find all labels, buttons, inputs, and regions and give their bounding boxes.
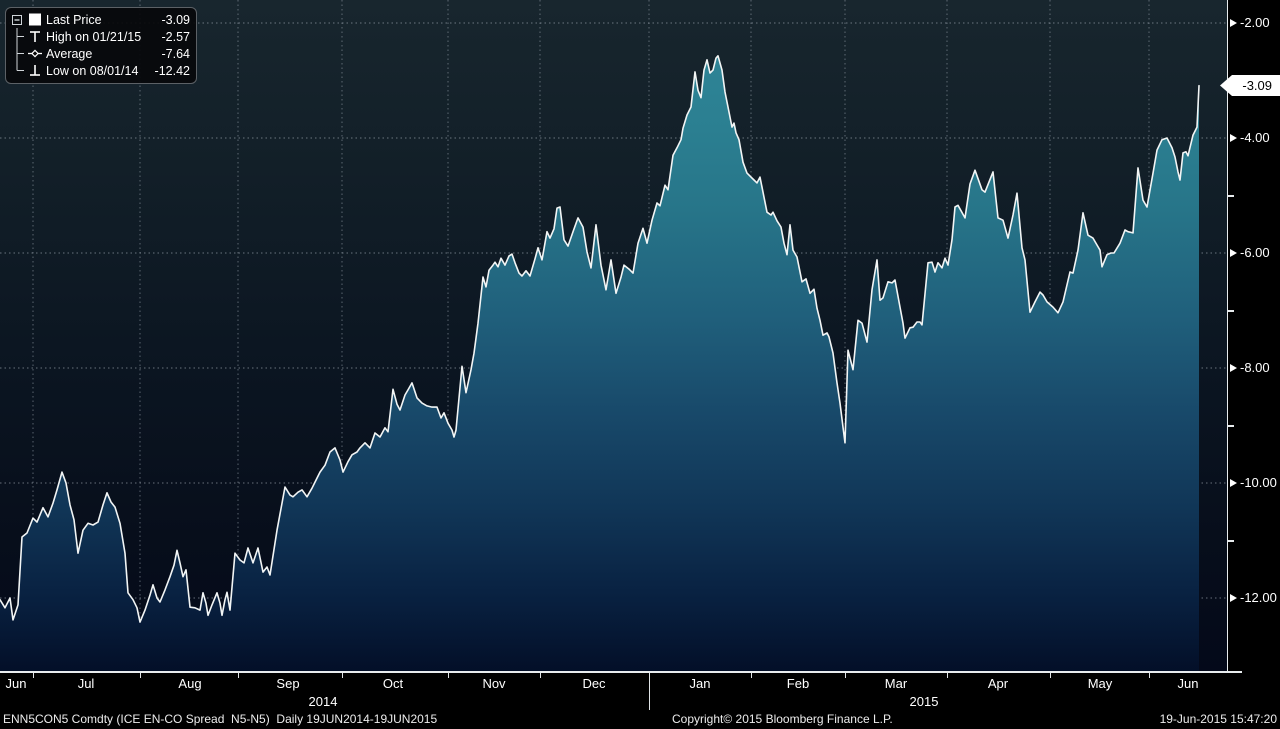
- month-label: Jan: [689, 676, 711, 691]
- legend-label: Last Price: [46, 12, 102, 27]
- month-label: Oct: [382, 676, 404, 691]
- month-label: Apr: [987, 676, 1009, 691]
- y-axis-panel: -2.00 -4.00 -6.00 -8.00 -10.00 -12.00 -3.09: [1220, 0, 1280, 729]
- x-tick: [140, 673, 141, 678]
- average-marker-icon: [26, 45, 46, 62]
- month-label: Feb: [786, 676, 810, 691]
- legend-row-low-on-08-01-14[interactable]: Low on 08/01/14 -12.42: [10, 62, 190, 79]
- y-minor-tick: [1228, 425, 1234, 427]
- legend-label: Low on 08/01/14: [46, 63, 139, 78]
- month-label: Sep: [276, 676, 300, 691]
- x-tick: [540, 673, 541, 678]
- year-label: 2015: [909, 694, 939, 709]
- legend-row-average[interactable]: Average -7.64: [10, 45, 190, 62]
- y-axis-label: -8.00: [1240, 360, 1270, 375]
- y-tick-arrow: [1230, 364, 1237, 372]
- status-bar: ENN5CON5 Comdty (ICE EN-CO Spread N5-N5)…: [0, 710, 1280, 729]
- price-area-chart[interactable]: [0, 0, 1228, 672]
- legend-label: High on 01/21/15: [46, 29, 142, 44]
- copyright-text: Copyright© 2015 Bloomberg Finance L.P.: [672, 712, 893, 726]
- legend-value: -2.57: [161, 29, 191, 44]
- year-label: 2014: [308, 694, 338, 709]
- y-minor-tick: [1228, 540, 1234, 542]
- month-label: Dec: [582, 676, 606, 691]
- low-marker-icon: [26, 62, 46, 79]
- x-tick: [448, 673, 449, 678]
- month-label: Jul: [77, 676, 95, 691]
- y-axis-label: -2.00: [1240, 15, 1270, 30]
- last-price-tag: -3.09: [1220, 75, 1280, 96]
- y-tick-arrow: [1230, 479, 1237, 487]
- y-tick-arrow: [1230, 19, 1237, 27]
- price-line: [0, 55, 1200, 623]
- y-axis-label: -12.00: [1240, 590, 1277, 605]
- security-description: ENN5CON5 Comdty (ICE EN-CO Spread N5-N5)…: [3, 712, 438, 726]
- month-label: Nov: [482, 676, 506, 691]
- y-tick-arrow: [1230, 134, 1237, 142]
- legend-value: -7.64: [161, 46, 191, 61]
- month-label: May: [1087, 676, 1113, 691]
- x-tick: [751, 673, 752, 678]
- area-fill: [0, 55, 1199, 672]
- x-tick: [238, 673, 239, 678]
- square-marker-icon: [26, 11, 46, 28]
- x-tick: [342, 673, 343, 678]
- x-tick: [845, 673, 846, 678]
- legend-row-high-on-01-21-15[interactable]: High on 01/21/15 -2.57: [10, 28, 190, 45]
- y-minor-tick: [1228, 310, 1234, 312]
- tree-branch-icon: [10, 45, 26, 62]
- y-axis-label: -6.00: [1240, 245, 1270, 260]
- y-tick-arrow: [1230, 249, 1237, 257]
- month-label: Mar: [884, 676, 908, 691]
- tree-branch-icon: [10, 28, 26, 45]
- x-tick: [1149, 673, 1150, 678]
- legend-value: -3.09: [161, 12, 191, 27]
- x-tick: [1050, 673, 1051, 678]
- timestamp: 19-Jun-2015 15:47:20: [1159, 712, 1277, 726]
- chart-legend[interactable]: Last Price -3.09 High on 01/21/15 -2.57 Aver…: [5, 7, 197, 84]
- y-axis-label: -10.00: [1240, 475, 1277, 490]
- month-label: Aug: [178, 676, 202, 691]
- y-tick-arrow: [1230, 594, 1237, 602]
- y-minor-tick: [1228, 195, 1234, 197]
- high-marker-icon: [26, 28, 46, 45]
- legend-value: -12.42: [154, 63, 190, 78]
- x-tick: [947, 673, 948, 678]
- x-tick: [33, 673, 34, 678]
- year-separator: [649, 673, 650, 710]
- y-axis-label: -4.00: [1240, 130, 1270, 145]
- x-axis-line: [0, 671, 1242, 673]
- month-label: Jun: [5, 676, 27, 691]
- month-label: Jun: [1177, 676, 1199, 691]
- tree-branch-icon: [10, 62, 26, 79]
- legend-row-last-price[interactable]: Last Price -3.09: [10, 11, 190, 28]
- legend-label: Average: [46, 46, 93, 61]
- collapse-box-icon[interactable]: [10, 11, 26, 28]
- chart-plot-area[interactable]: [0, 0, 1228, 672]
